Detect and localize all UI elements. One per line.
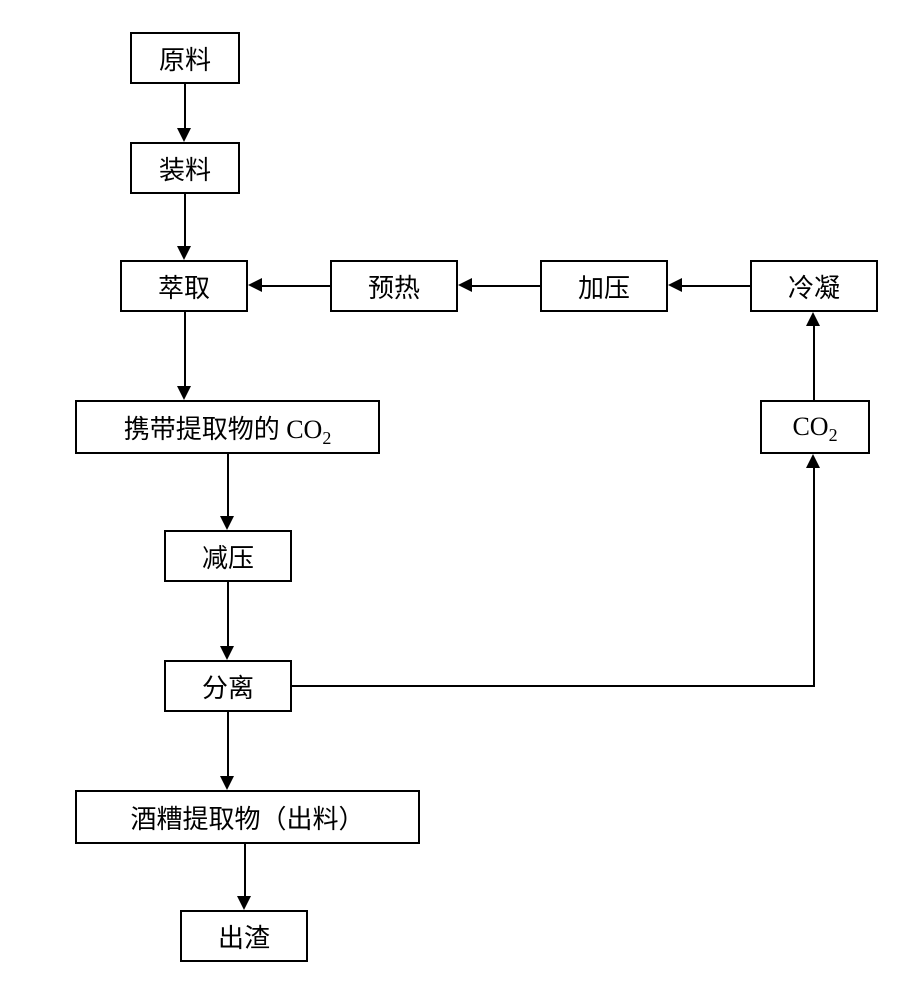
arrowhead-down-icon [237,896,251,910]
arrow-line [184,312,186,386]
node-preheat: 预热 [330,260,458,312]
node-label: 加压 [578,268,630,305]
node-label: 冷凝 [788,268,840,305]
node-pressurize: 加压 [540,260,668,312]
node-label: 萃取 [158,268,210,305]
node-decompress: 减压 [164,530,292,582]
flowchart-container: 原料 装料 萃取 预热 加压 冷凝 携带提取物的 CO2 减压 分离 CO2 酒… [0,0,918,1000]
node-label: 酒糟提取物（出料） [130,799,364,836]
arrowhead-up-icon [806,454,820,468]
arrow-line [813,326,815,400]
arrow-line [227,582,229,646]
node-residue: 出渣 [180,910,308,962]
arrow-line [227,454,229,516]
arrow-line [262,285,330,287]
arrow-line [292,685,815,687]
node-label: 原料 [159,40,211,77]
node-condense: 冷凝 [750,260,878,312]
arrowhead-down-icon [177,246,191,260]
node-co2: CO2 [760,400,870,454]
arrow-line [682,285,750,287]
arrowhead-down-icon [177,128,191,142]
node-label: 减压 [202,538,254,575]
node-co2-extract: 携带提取物的 CO2 [75,400,380,454]
node-separate: 分离 [164,660,292,712]
arrowhead-left-icon [668,278,682,292]
arrowhead-down-icon [177,386,191,400]
node-extraction: 萃取 [120,260,248,312]
node-loading: 装料 [130,142,240,194]
arrow-line [472,285,540,287]
arrowhead-left-icon [458,278,472,292]
node-label: CO2 [792,412,837,442]
node-raw-material: 原料 [130,32,240,84]
arrow-line [184,194,186,246]
arrowhead-up-icon [806,312,820,326]
node-label: 出渣 [218,918,270,955]
arrow-line [244,844,246,896]
arrow-line [813,468,815,687]
node-label: 预热 [368,268,420,305]
arrowhead-left-icon [248,278,262,292]
arrowhead-down-icon [220,646,234,660]
arrow-line [184,84,186,128]
arrow-line [227,712,229,776]
arrowhead-down-icon [220,516,234,530]
node-product: 酒糟提取物（出料） [75,790,420,844]
node-label: 分离 [202,668,254,705]
node-label: 装料 [159,150,211,187]
node-label: 携带提取物的 CO2 [124,409,332,446]
arrowhead-down-icon [220,776,234,790]
